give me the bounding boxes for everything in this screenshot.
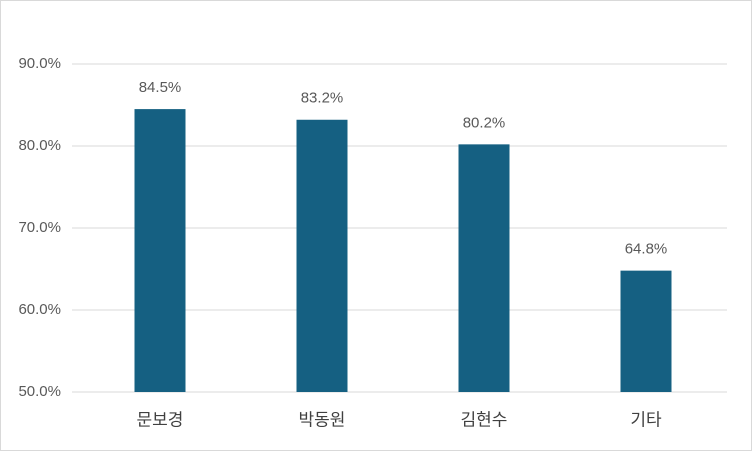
data-label: 83.2%	[301, 90, 344, 107]
bar	[458, 144, 510, 392]
x-tick-label: 기타	[630, 410, 662, 429]
y-tick-label: 70.0%	[18, 219, 61, 236]
data-label: 84.5%	[139, 79, 182, 96]
y-tick-label: 50.0%	[18, 383, 61, 400]
bar	[296, 119, 348, 392]
bar	[134, 109, 186, 392]
x-tick-label: 박동원	[299, 410, 346, 429]
x-tick-label: 문보경	[137, 410, 184, 429]
y-tick-label: 80.0%	[18, 137, 61, 154]
bar	[620, 270, 672, 392]
x-tick-label: 김현수	[461, 410, 508, 429]
data-label: 80.2%	[463, 114, 506, 131]
data-label: 64.8%	[625, 241, 668, 258]
y-tick-label: 90.0%	[18, 55, 61, 72]
y-tick-label: 60.0%	[18, 301, 61, 318]
